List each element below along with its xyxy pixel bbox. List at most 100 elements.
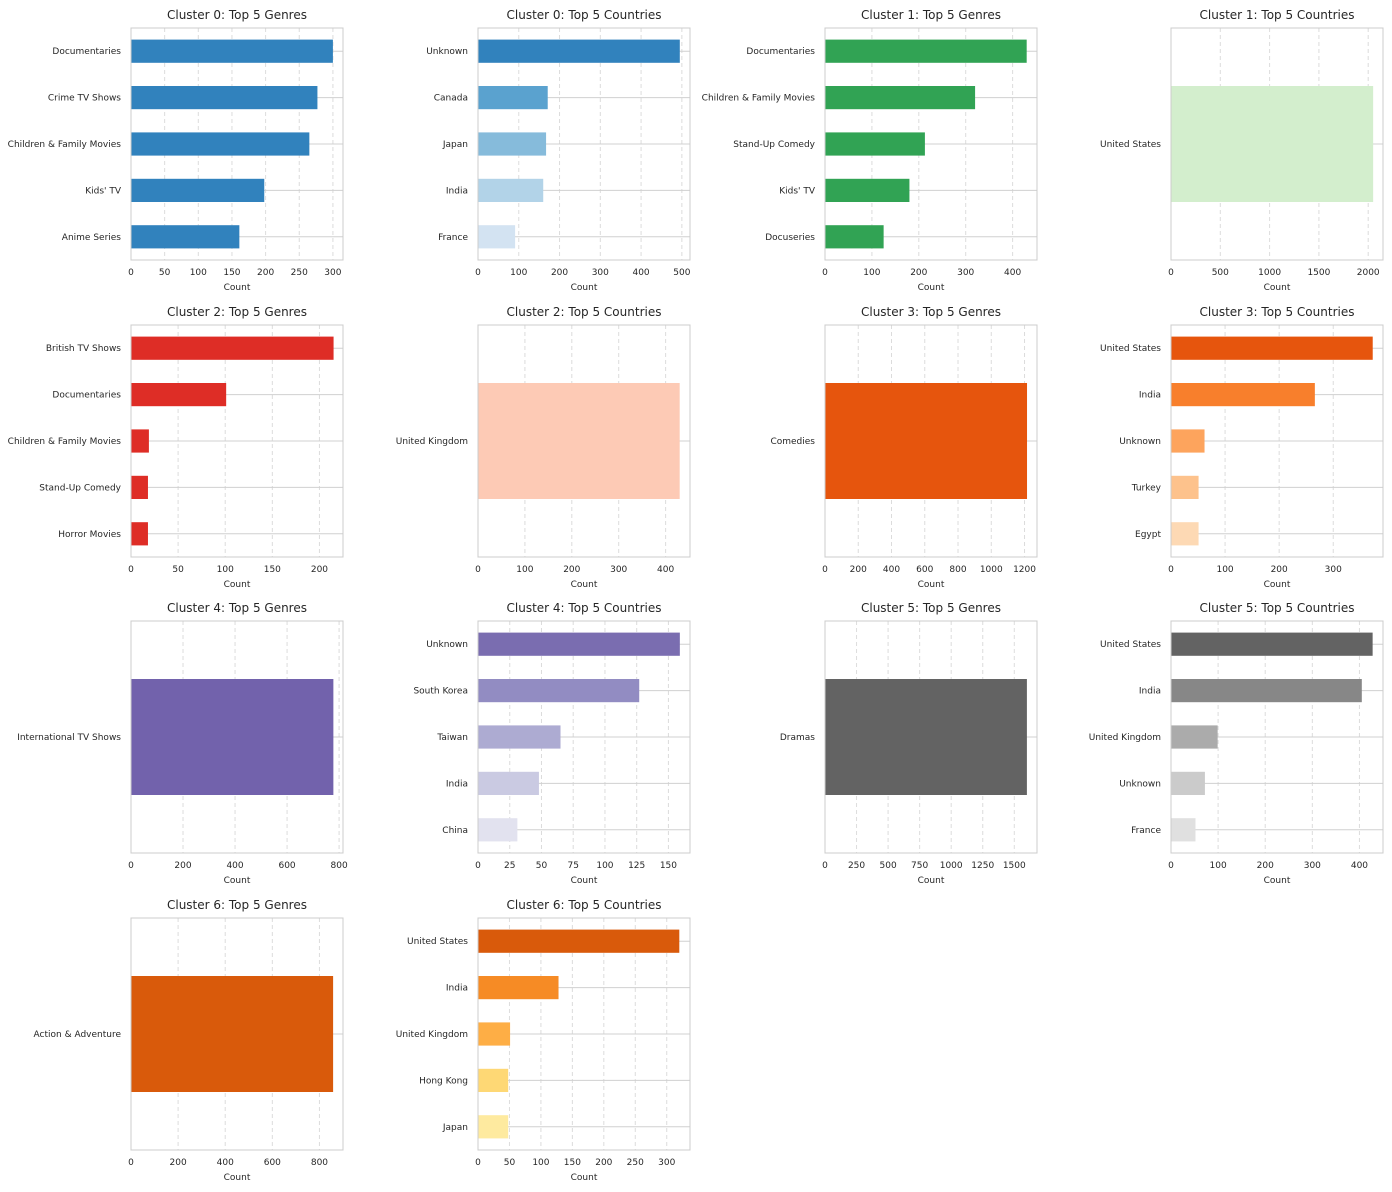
subplot-0: Cluster 0: Top 5 Genres Documentaries Crim… bbox=[8, 8, 344, 293]
y-tick-label: South Korea bbox=[413, 687, 468, 697]
x-tick-label: 400 bbox=[657, 565, 674, 575]
x-tick-label: 400 bbox=[1351, 861, 1368, 871]
x-tick-label: 0 bbox=[475, 565, 481, 575]
x-tick-label: 200 bbox=[910, 268, 927, 278]
x-tick-label: 1200 bbox=[1013, 565, 1036, 575]
x-tick-label: 0 bbox=[822, 861, 828, 871]
subplot-title: Cluster 3: Top 5 Countries bbox=[1200, 305, 1355, 319]
y-tick-label: Taiwan bbox=[436, 733, 468, 743]
bar-0-1 bbox=[131, 86, 318, 110]
subplot-6: Cluster 3: Top 5 Genres Comedies 0 200 400 60… bbox=[770, 305, 1038, 590]
x-tick-label: 50 bbox=[172, 565, 184, 575]
x-tick-label: 0 bbox=[475, 268, 481, 278]
subplot-title: Cluster 2: Top 5 Genres bbox=[167, 305, 307, 319]
x-tick-label: 1500 bbox=[1003, 861, 1026, 871]
bar-0-4 bbox=[131, 225, 240, 249]
x-tick-label: 25 bbox=[504, 861, 515, 871]
x-tick-label: 0 bbox=[475, 861, 481, 871]
plot-frame bbox=[477, 27, 691, 261]
x-tick-label: 0 bbox=[822, 268, 828, 278]
x-tick-label: 500 bbox=[880, 861, 897, 871]
x-tick-label: 0 bbox=[128, 565, 134, 575]
x-axis-label: Count bbox=[224, 283, 251, 293]
x-tick-label: 125 bbox=[628, 861, 645, 871]
y-tick-label: Documentaries bbox=[52, 391, 121, 401]
x-axis-label: Count bbox=[571, 283, 598, 293]
bar-11-2 bbox=[1171, 725, 1218, 749]
y-tick-label: Unknown bbox=[426, 640, 468, 650]
x-tick-label: 100 bbox=[516, 565, 533, 575]
y-tick-label: International TV Shows bbox=[17, 733, 121, 743]
x-axis-label: Count bbox=[1264, 283, 1291, 293]
y-tick-label: Kids' TV bbox=[779, 186, 816, 196]
subplot-title: Cluster 2: Top 5 Countries bbox=[507, 305, 662, 319]
x-tick-label: 600 bbox=[916, 565, 933, 575]
subplot-8: Cluster 4: Top 5 Genres International TV … bbox=[17, 601, 348, 886]
x-tick-label: 400 bbox=[1004, 268, 1021, 278]
x-tick-label: 100 bbox=[1210, 861, 1227, 871]
x-tick-label: 50 bbox=[159, 268, 171, 278]
x-axis-label: Count bbox=[918, 876, 945, 886]
bar-13-1 bbox=[478, 976, 559, 1000]
bar-11-4 bbox=[1171, 818, 1196, 842]
subplot-1: Cluster 0: Top 5 Countries Unknown Canada J… bbox=[426, 8, 690, 293]
y-tick-label: Stand-Up Comedy bbox=[39, 483, 121, 493]
plot-frame bbox=[824, 620, 1038, 854]
bar-6-0 bbox=[825, 383, 1028, 499]
x-axis-label: Count bbox=[224, 1173, 251, 1183]
plot-frame bbox=[130, 917, 344, 1151]
y-tick-label: France bbox=[438, 233, 468, 243]
subplot-title: Cluster 3: Top 5 Genres bbox=[861, 305, 1001, 319]
x-tick-label: 0 bbox=[1168, 268, 1174, 278]
subplot-title: Cluster 0: Top 5 Countries bbox=[507, 8, 662, 22]
x-tick-label: 300 bbox=[957, 268, 974, 278]
y-tick-label: United States bbox=[407, 937, 468, 947]
x-tick-label: 300 bbox=[658, 1158, 675, 1168]
x-tick-label: 400 bbox=[883, 565, 900, 575]
x-axis-label: Count bbox=[1264, 876, 1291, 886]
y-tick-label: India bbox=[446, 186, 468, 196]
x-tick-label: 0 bbox=[822, 565, 828, 575]
y-tick-label: India bbox=[1139, 391, 1161, 401]
x-tick-label: 100 bbox=[510, 268, 527, 278]
plot-frame bbox=[477, 917, 691, 1151]
bar-1-0 bbox=[478, 39, 680, 63]
y-tick-label: United States bbox=[1100, 640, 1161, 650]
x-axis-label: Count bbox=[224, 580, 251, 590]
y-tick-label: India bbox=[446, 779, 468, 789]
bar-7-4 bbox=[1171, 522, 1199, 546]
x-tick-label: 200 bbox=[551, 268, 568, 278]
x-tick-label: 250 bbox=[291, 268, 308, 278]
x-tick-label: 300 bbox=[1304, 861, 1321, 871]
x-tick-label: 400 bbox=[632, 268, 649, 278]
plot-frame bbox=[477, 324, 691, 558]
x-tick-label: 0 bbox=[475, 1158, 481, 1168]
bar-13-2 bbox=[478, 1022, 511, 1046]
y-tick-label: Japan bbox=[442, 140, 468, 150]
y-tick-label: United Kingdom bbox=[396, 1030, 468, 1040]
x-tick-label: 1250 bbox=[971, 861, 994, 871]
x-tick-label: 100 bbox=[190, 268, 207, 278]
y-tick-label: Stand-Up Comedy bbox=[733, 140, 815, 150]
x-tick-label: 200 bbox=[170, 1158, 187, 1168]
y-tick-label: Documentaries bbox=[746, 47, 815, 57]
x-tick-label: 400 bbox=[217, 1158, 234, 1168]
bar-13-4 bbox=[478, 1115, 509, 1139]
x-tick-label: 750 bbox=[911, 861, 928, 871]
subplot-title: Cluster 5: Top 5 Genres bbox=[861, 601, 1001, 615]
subplot-2: Cluster 1: Top 5 Genres Documentaries Chil… bbox=[702, 8, 1038, 293]
bar-4-2 bbox=[131, 429, 149, 453]
x-tick-label: 500 bbox=[673, 268, 690, 278]
bar-2-3 bbox=[825, 178, 910, 202]
bar-11-0 bbox=[1171, 632, 1373, 656]
x-tick-label: 300 bbox=[610, 565, 627, 575]
x-tick-label: 200 bbox=[1257, 861, 1274, 871]
y-tick-label: Unknown bbox=[1119, 437, 1161, 447]
bar-1-1 bbox=[478, 86, 548, 110]
subplot-title: Cluster 1: Top 5 Countries bbox=[1200, 8, 1355, 22]
x-tick-label: 250 bbox=[627, 1158, 644, 1168]
x-tick-label: 500 bbox=[1212, 268, 1229, 278]
x-tick-label: 1000 bbox=[980, 565, 1003, 575]
x-tick-label: 0 bbox=[128, 268, 134, 278]
plot-frame bbox=[1170, 324, 1384, 558]
